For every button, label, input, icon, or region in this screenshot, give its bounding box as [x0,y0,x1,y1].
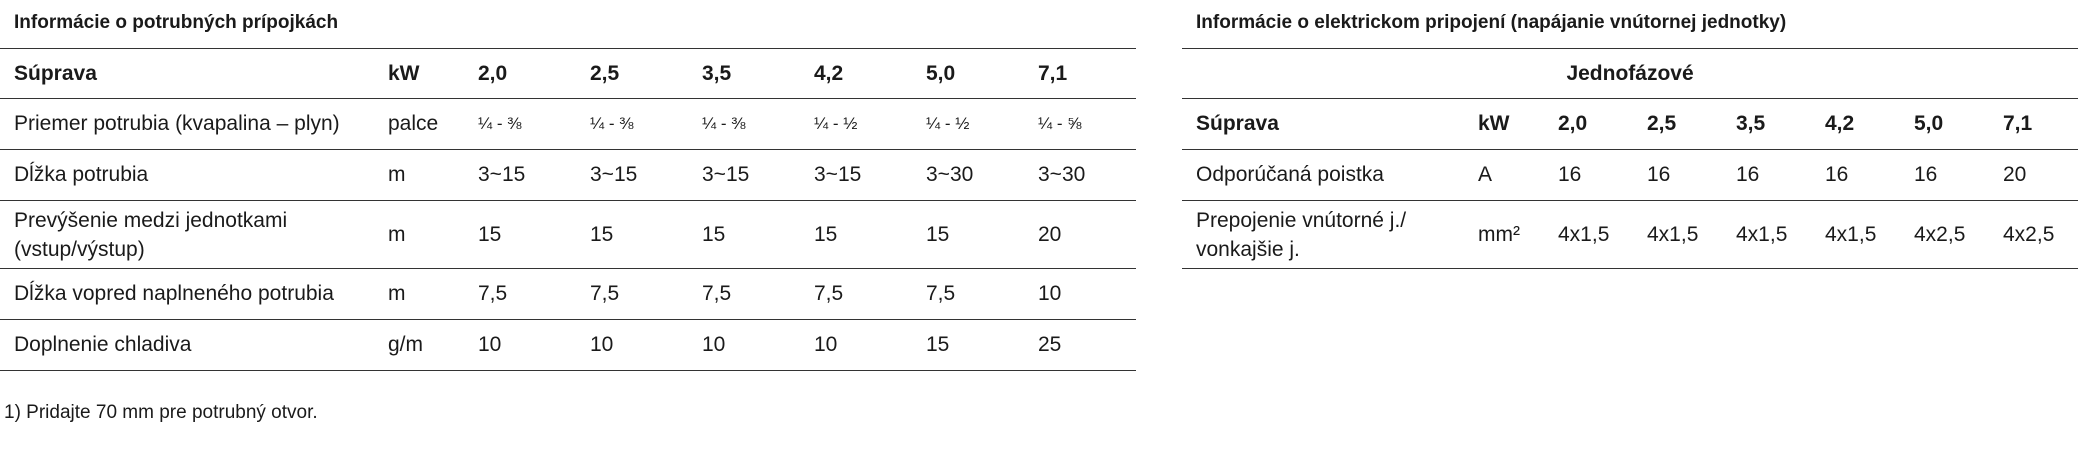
table-row: Dĺžka potrubia m 3~15 3~15 3~15 3~15 3~3… [0,150,1136,201]
header-cell: 2,5 [590,61,620,85]
table-cell: 25 [1038,333,1062,356]
header-cell: kW [1478,112,1510,135]
header-cell: 4,2 [814,61,844,85]
table-cell: 7,5 [814,282,844,305]
header-cell: 5,0 [926,61,956,85]
table-cell: 10 [702,333,726,356]
table-cell: 16 [1736,163,1760,186]
table-cell: ¼ - ⅜ [702,114,746,133]
footnote: 1) Pridajte 70 mm pre potrubný otvor. [4,402,318,423]
row-unit: m [388,222,406,246]
table-cell: 3~15 [702,163,750,186]
table-row: Dĺžka vopred naplneného potrubia m 7,5 7… [0,269,1136,320]
row-label: Prevýšenie medzi jednotkami (vstup/výstu… [0,201,374,269]
row-unit: g/m [388,333,424,356]
group-header: Jednofázové [1566,61,1694,85]
table-row: Priemer potrubia (kvapalina – plyn) palc… [0,99,1136,150]
table-cell: 15 [926,333,950,356]
table-cell: ¼ - ½ [926,114,970,133]
table-cell: 7,5 [926,282,956,305]
row-label-line: (vstup/výstup) [14,237,145,261]
table-cell: 7,5 [702,282,732,305]
row-unit: palce [388,112,439,135]
table-cell: 10 [814,333,838,356]
table-cell: 15 [702,222,726,246]
table-cell: 16 [1825,163,1849,186]
electric-connection-table: Jednofázové Súprava kW 2,0 2,5 3,5 4,2 5… [1182,48,2079,269]
table-cell: 3~30 [1038,163,1086,186]
row-unit: m [388,163,406,186]
pipe-section-title: Informácie o potrubných prípojkách [14,12,339,33]
header-cell: kW [388,61,420,85]
table-cell: 16 [1914,163,1938,186]
electric-section-title: Informácie o elektrickom pripojení (napá… [1196,12,1787,33]
table-cell: 20 [2003,163,2027,186]
row-label-line: Prepojenie vnútorné j./ [1196,208,1407,232]
row-label: Priemer potrubia (kvapalina – plyn) [14,112,340,135]
table-cell: 4x1,5 [1558,222,1610,246]
table-header-row: Súprava kW 2,0 2,5 3,5 4,2 5,0 7,1 [0,48,1136,99]
row-label: Prepojenie vnútorné j./ vonkajšie j. [1182,201,1464,269]
row-unit: mm² [1478,222,1520,246]
table-cell: 3~15 [590,163,638,186]
header-cell: 2,0 [478,61,508,85]
table-cell: ¼ - ½ [814,114,858,133]
row-label-line: Prevýšenie medzi jednotkami [14,208,288,232]
row-label-line: vonkajšie j. [1196,237,1300,261]
header-cell: 5,0 [1914,112,1944,135]
header-cell: 3,5 [702,61,732,85]
row-label: Dĺžka potrubia [14,163,149,186]
table-cell: 3~15 [814,163,862,186]
table-row: Odporúčaná poistka A 16 16 16 16 16 20 [1182,150,2079,201]
table-cell: 15 [478,222,502,246]
header-cell: 7,1 [2003,112,2033,135]
table-header-row: Súprava kW 2,0 2,5 3,5 4,2 5,0 7,1 [1182,99,2079,150]
header-cell: Súprava [14,61,97,85]
table-cell: 4x1,5 [1825,222,1877,246]
table-row: Prepojenie vnútorné j./ vonkajšie j. mm²… [1182,201,2079,269]
header-cell: 7,1 [1038,61,1068,85]
row-label: Odporúčaná poistka [1196,163,1384,186]
table-cell: 10 [1038,282,1062,305]
table-cell: 16 [1647,163,1671,186]
table-cell: 4x2,5 [2003,222,2055,246]
table-row: Prevýšenie medzi jednotkami (vstup/výstu… [0,201,1136,269]
pipe-connections-table: Súprava kW 2,0 2,5 3,5 4,2 5,0 7,1 Priem… [0,48,1136,371]
table-cell: ¼ - ⅜ [478,114,522,133]
table-cell: 16 [1558,163,1582,186]
table-cell: 4x2,5 [1914,222,1966,246]
header-cell: Súprava [1196,112,1279,135]
row-unit: A [1478,163,1493,186]
table-cell: 10 [478,333,502,356]
table-cell: ¼ - ⅝ [1038,114,1082,133]
header-cell: 2,5 [1647,112,1677,135]
table-cell: 4x1,5 [1647,222,1699,246]
row-unit: m [388,282,406,305]
header-cell: 3,5 [1736,112,1766,135]
table-cell: 3~15 [478,163,526,186]
table-cell: 20 [1038,222,1062,246]
table-cell: 4x1,5 [1736,222,1788,246]
header-cell: 2,0 [1558,112,1588,135]
row-label: Dĺžka vopred naplneného potrubia [14,282,334,305]
table-cell: ¼ - ⅜ [590,114,634,133]
table-cell: 7,5 [478,282,508,305]
table-cell: 10 [590,333,614,356]
table-cell: 7,5 [590,282,620,305]
table-cell: 15 [814,222,838,246]
group-header-row: Jednofázové [1182,48,2079,99]
row-label: Doplnenie chladiva [14,333,192,356]
table-cell: 15 [926,222,950,246]
table-row: Doplnenie chladiva g/m 10 10 10 10 15 25 [0,320,1136,371]
table-cell: 3~30 [926,163,974,186]
table-cell: 15 [590,222,614,246]
header-cell: 4,2 [1825,112,1855,135]
